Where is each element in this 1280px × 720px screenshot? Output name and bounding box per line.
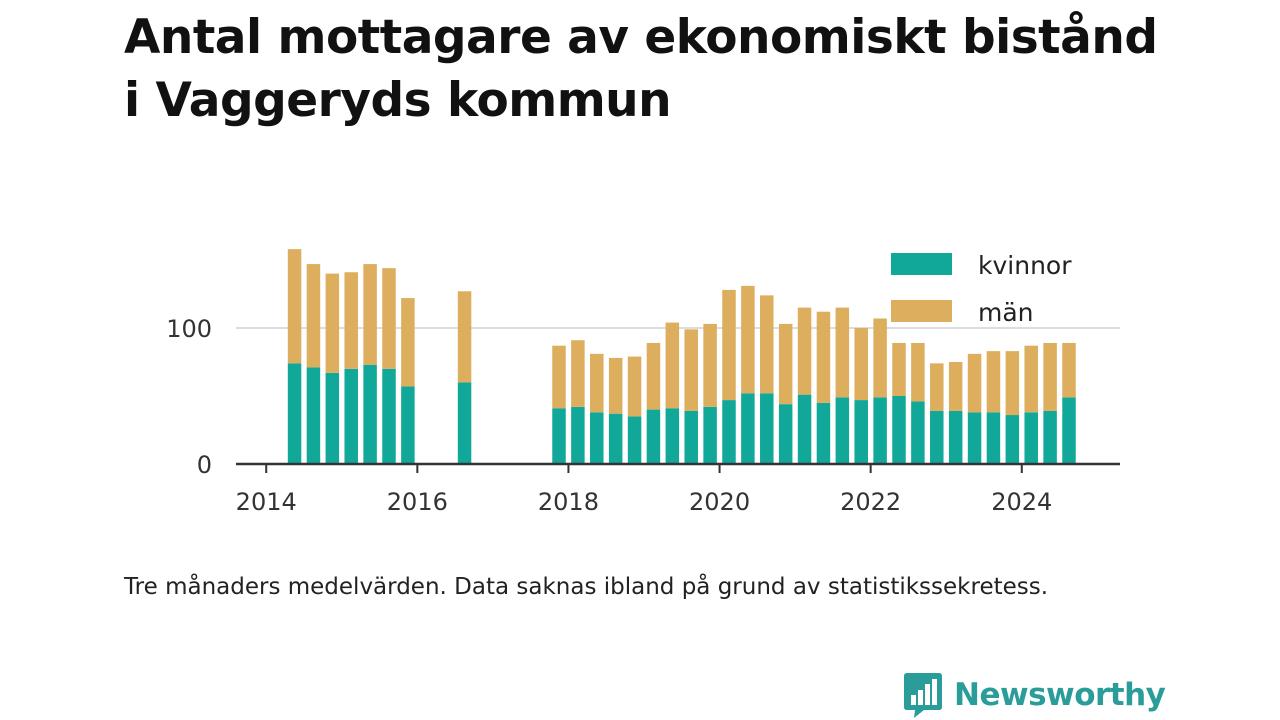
bar-kvinnor[interactable] [684, 410, 698, 464]
bar-kvinnor[interactable] [741, 393, 755, 464]
bar-kvinnor[interactable] [703, 406, 717, 464]
bar-man[interactable] [306, 264, 321, 368]
brand-name: Newsworthy [954, 677, 1166, 713]
bar-kvinnor[interactable] [590, 412, 604, 464]
bar-man[interactable] [344, 272, 358, 369]
bar-man[interactable] [646, 342, 661, 410]
bar-kvinnor[interactable] [986, 412, 1001, 464]
bar-man[interactable] [835, 307, 850, 398]
bar-kvinnor[interactable] [608, 413, 623, 464]
bar-man[interactable] [1043, 342, 1057, 411]
bar-kvinnor[interactable] [325, 372, 340, 464]
bar-man[interactable] [911, 342, 925, 402]
bar-man[interactable] [1062, 342, 1076, 398]
bar-man[interactable] [722, 289, 736, 401]
bar-kvinnor[interactable] [552, 408, 566, 464]
bar-kvinnor[interactable] [816, 402, 831, 464]
bar-kvinnor[interactable] [797, 394, 812, 464]
bar-man[interactable] [873, 318, 887, 398]
bar-kvinnor[interactable] [457, 382, 472, 464]
bar-man[interactable] [457, 291, 472, 383]
bar-man[interactable] [948, 362, 963, 411]
newsworthy-logo[interactable]: Newsworthy [902, 670, 1166, 720]
stacked-bar-chart: 0 100 2014 2016 2018 2020 2022 2024 kvinnor mä… [166, 249, 1120, 516]
bar-kvinnor[interactable] [778, 404, 793, 464]
bar-kvinnor[interactable] [646, 409, 661, 464]
bar-kvinnor[interactable] [835, 397, 850, 464]
legend-swatch-kvinnor [891, 253, 952, 275]
bars [287, 249, 1076, 464]
bar-kvinnor[interactable] [571, 406, 585, 464]
bar-man[interactable] [552, 345, 566, 409]
bar-man[interactable] [854, 328, 868, 401]
bar-kvinnor[interactable] [873, 397, 887, 464]
legend-swatch-man [891, 300, 952, 322]
x-tick-label: 2022 [840, 488, 901, 516]
bar-man[interactable] [760, 295, 774, 394]
bar-kvinnor[interactable] [401, 386, 415, 464]
legend-label-man: män [978, 298, 1034, 327]
bar-man[interactable] [571, 340, 585, 407]
bar-man[interactable] [684, 329, 698, 411]
bar-kvinnor[interactable] [627, 416, 642, 464]
bar-kvinnor[interactable] [382, 368, 396, 464]
legend: kvinnor män [891, 251, 1072, 327]
bar-kvinnor[interactable] [1024, 412, 1038, 464]
y-tick-label: 0 [197, 451, 212, 479]
bar-man[interactable] [363, 264, 377, 365]
bar-man[interactable] [665, 322, 680, 409]
chart-title: Antal mottagare av ekonomiskt bistånd i … [124, 10, 1158, 128]
bar-kvinnor[interactable] [1062, 397, 1076, 464]
bar-kvinnor[interactable] [665, 408, 680, 464]
bar-kvinnor[interactable] [344, 368, 358, 464]
bar-kvinnor[interactable] [892, 396, 906, 464]
bar-kvinnor[interactable] [930, 410, 944, 464]
x-tick-label: 2014 [236, 488, 297, 516]
legend-label-kvinnor: kvinnor [978, 251, 1072, 280]
x-tick-label: 2018 [538, 488, 599, 516]
bar-kvinnor[interactable] [760, 393, 774, 464]
x-tick-label: 2024 [991, 488, 1052, 516]
bar-man[interactable] [703, 323, 717, 407]
bar-man[interactable] [590, 353, 604, 413]
bar-kvinnor[interactable] [911, 401, 925, 464]
bar-man[interactable] [382, 268, 396, 369]
bar-man[interactable] [797, 307, 812, 395]
bar-kvinnor[interactable] [948, 410, 963, 464]
bar-kvinnor[interactable] [967, 412, 982, 464]
bar-kvinnor[interactable] [306, 367, 321, 464]
bar-man[interactable] [741, 285, 755, 394]
bar-man[interactable] [608, 357, 623, 414]
bar-man[interactable] [967, 353, 982, 413]
bar-man[interactable] [325, 273, 340, 373]
bar-man[interactable] [816, 311, 831, 403]
bar-kvinnor[interactable] [854, 400, 868, 464]
bar-man[interactable] [1024, 345, 1038, 413]
bar-man[interactable] [930, 363, 944, 411]
bar-kvinnor[interactable] [722, 400, 736, 464]
bar-kvinnor[interactable] [1043, 410, 1057, 464]
bar-kvinnor[interactable] [287, 363, 302, 464]
bar-man[interactable] [287, 249, 302, 364]
bar-kvinnor[interactable] [1005, 415, 1020, 464]
y-tick-label: 100 [166, 315, 212, 343]
bar-man[interactable] [778, 323, 793, 405]
bar-chart-speech-bubble-icon [904, 673, 942, 718]
x-axis: 2014 2016 2018 2020 2022 2024 [236, 462, 1120, 516]
bar-man[interactable] [401, 298, 415, 387]
x-tick-label: 2016 [387, 488, 448, 516]
bar-kvinnor[interactable] [363, 364, 377, 464]
bar-man[interactable] [627, 356, 642, 417]
bar-man[interactable] [1005, 351, 1020, 416]
chart-footnote: Tre månaders medelvärden. Data saknas ib… [124, 574, 1049, 600]
x-tick-label: 2020 [689, 488, 750, 516]
bar-man[interactable] [892, 342, 906, 396]
bar-man[interactable] [986, 351, 1001, 413]
